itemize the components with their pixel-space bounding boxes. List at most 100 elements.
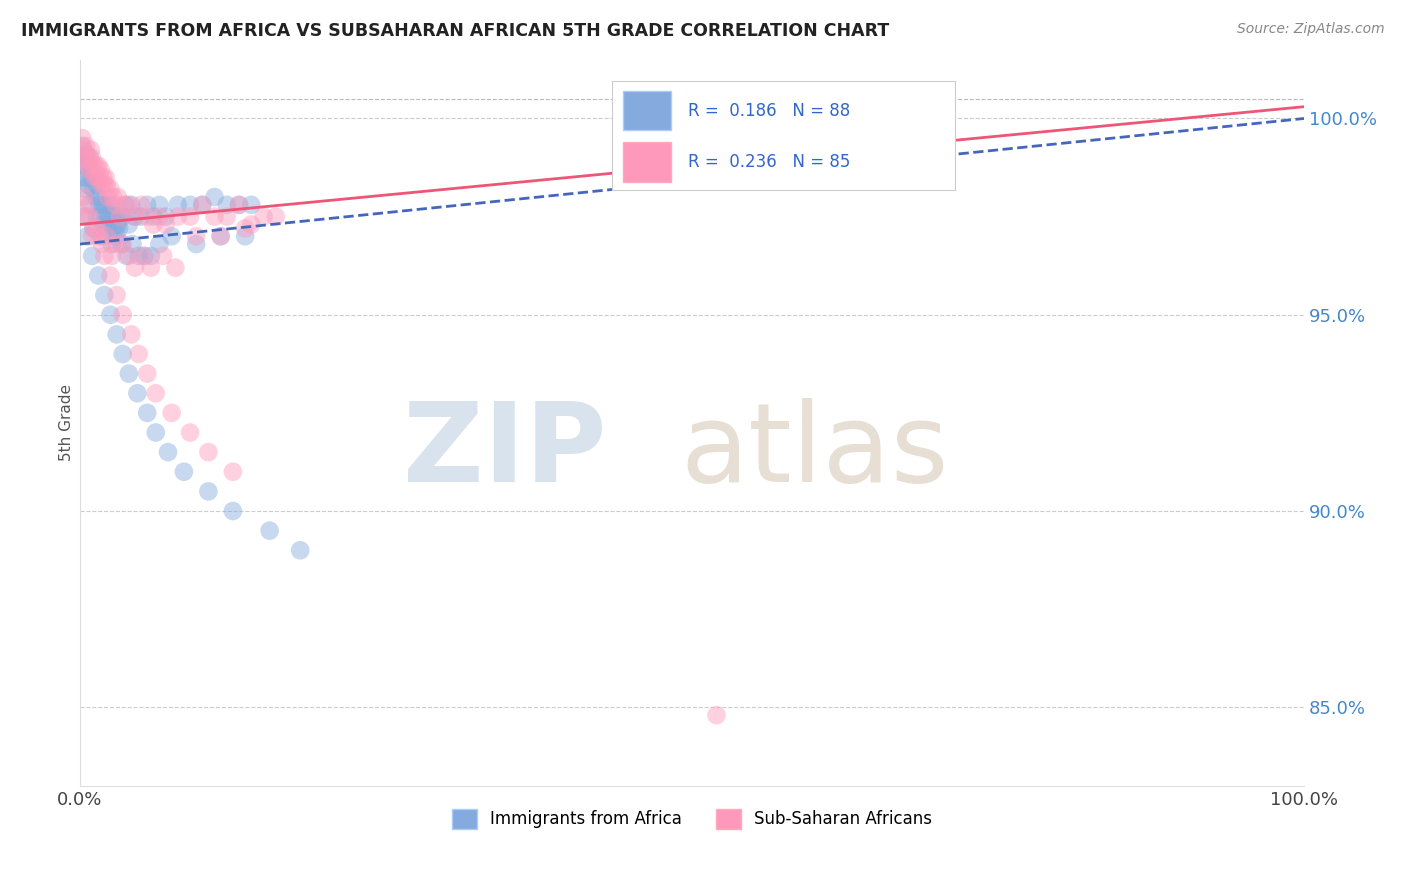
Point [79, 210, 101, 224]
Point [86, 170, 108, 185]
Point [148, 237, 170, 252]
Point [124, 210, 146, 224]
Point [73, 198, 96, 212]
Point [72, 190, 94, 204]
Point [97, 210, 120, 224]
Point [82, 229, 104, 244]
Text: atlas: atlas [681, 398, 949, 505]
Point [142, 210, 165, 224]
Point [90, 229, 112, 244]
Point [179, 210, 201, 224]
Point [100, 198, 122, 212]
Point [79, 198, 101, 212]
Legend: Immigrants from Africa, Sub-Saharan Africans: Immigrants from Africa, Sub-Saharan Afri… [446, 802, 939, 836]
Point [108, 221, 131, 235]
Point [101, 221, 124, 235]
Point [186, 237, 208, 252]
Point [104, 221, 127, 235]
Point [79, 162, 101, 177]
Point [706, 708, 728, 723]
Point [72, 143, 94, 157]
Point [87, 190, 110, 204]
Point [77, 151, 100, 165]
Point [233, 229, 256, 244]
Point [100, 268, 122, 283]
Point [139, 260, 162, 275]
Point [87, 268, 110, 283]
Point [155, 218, 177, 232]
Point [204, 190, 226, 204]
Text: Source: ZipAtlas.com: Source: ZipAtlas.com [1237, 22, 1385, 37]
Point [240, 198, 263, 212]
Point [90, 162, 112, 177]
Point [83, 170, 105, 185]
Point [86, 221, 108, 235]
Point [222, 465, 245, 479]
Text: IMMIGRANTS FROM AFRICA VS SUBSAHARAN AFRICAN 5TH GRADE CORRELATION CHART: IMMIGRANTS FROM AFRICA VS SUBSAHARAN AFR… [21, 22, 890, 40]
Point [72, 151, 94, 165]
Text: ZIP: ZIP [404, 398, 606, 505]
Point [73, 210, 96, 224]
Point [215, 198, 238, 212]
Point [105, 229, 128, 244]
Point [75, 139, 97, 153]
Point [112, 198, 135, 212]
Point [75, 146, 97, 161]
Point [82, 162, 104, 177]
Point [128, 347, 150, 361]
Point [97, 190, 120, 204]
Point [82, 249, 104, 263]
Point [100, 249, 122, 263]
Point [240, 218, 263, 232]
Point [166, 198, 188, 212]
Point [76, 159, 98, 173]
Point [100, 308, 122, 322]
Point [90, 178, 112, 193]
Point [72, 170, 94, 185]
Point [204, 210, 226, 224]
Point [186, 229, 208, 244]
Point [75, 170, 97, 185]
Point [124, 210, 146, 224]
Point [90, 198, 112, 212]
Point [84, 159, 107, 173]
Point [136, 406, 159, 420]
Point [100, 210, 122, 224]
Point [179, 425, 201, 440]
Point [93, 198, 115, 212]
Point [82, 182, 104, 196]
Point [75, 182, 97, 196]
Point [82, 151, 104, 165]
Point [228, 198, 250, 212]
Point [129, 198, 152, 212]
Point [209, 229, 232, 244]
Point [84, 190, 107, 204]
Point [82, 221, 104, 235]
Point [96, 198, 118, 212]
Point [82, 159, 104, 173]
Point [103, 210, 125, 224]
Point [91, 170, 114, 185]
Point [98, 218, 121, 232]
Point [100, 182, 122, 196]
Point [118, 367, 141, 381]
Point [128, 249, 150, 263]
Point [91, 218, 114, 232]
Point [79, 151, 101, 165]
Point [105, 210, 128, 224]
Point [118, 218, 141, 232]
Point [89, 198, 111, 212]
Point [148, 210, 170, 224]
Point [114, 198, 136, 212]
Point [134, 249, 156, 263]
Point [87, 159, 110, 173]
Point [209, 229, 232, 244]
Point [110, 210, 132, 224]
Point [233, 221, 256, 235]
Point [94, 210, 117, 224]
Point [111, 347, 134, 361]
Point [290, 543, 312, 558]
Point [73, 151, 96, 165]
Point [215, 210, 238, 224]
Point [160, 406, 183, 420]
